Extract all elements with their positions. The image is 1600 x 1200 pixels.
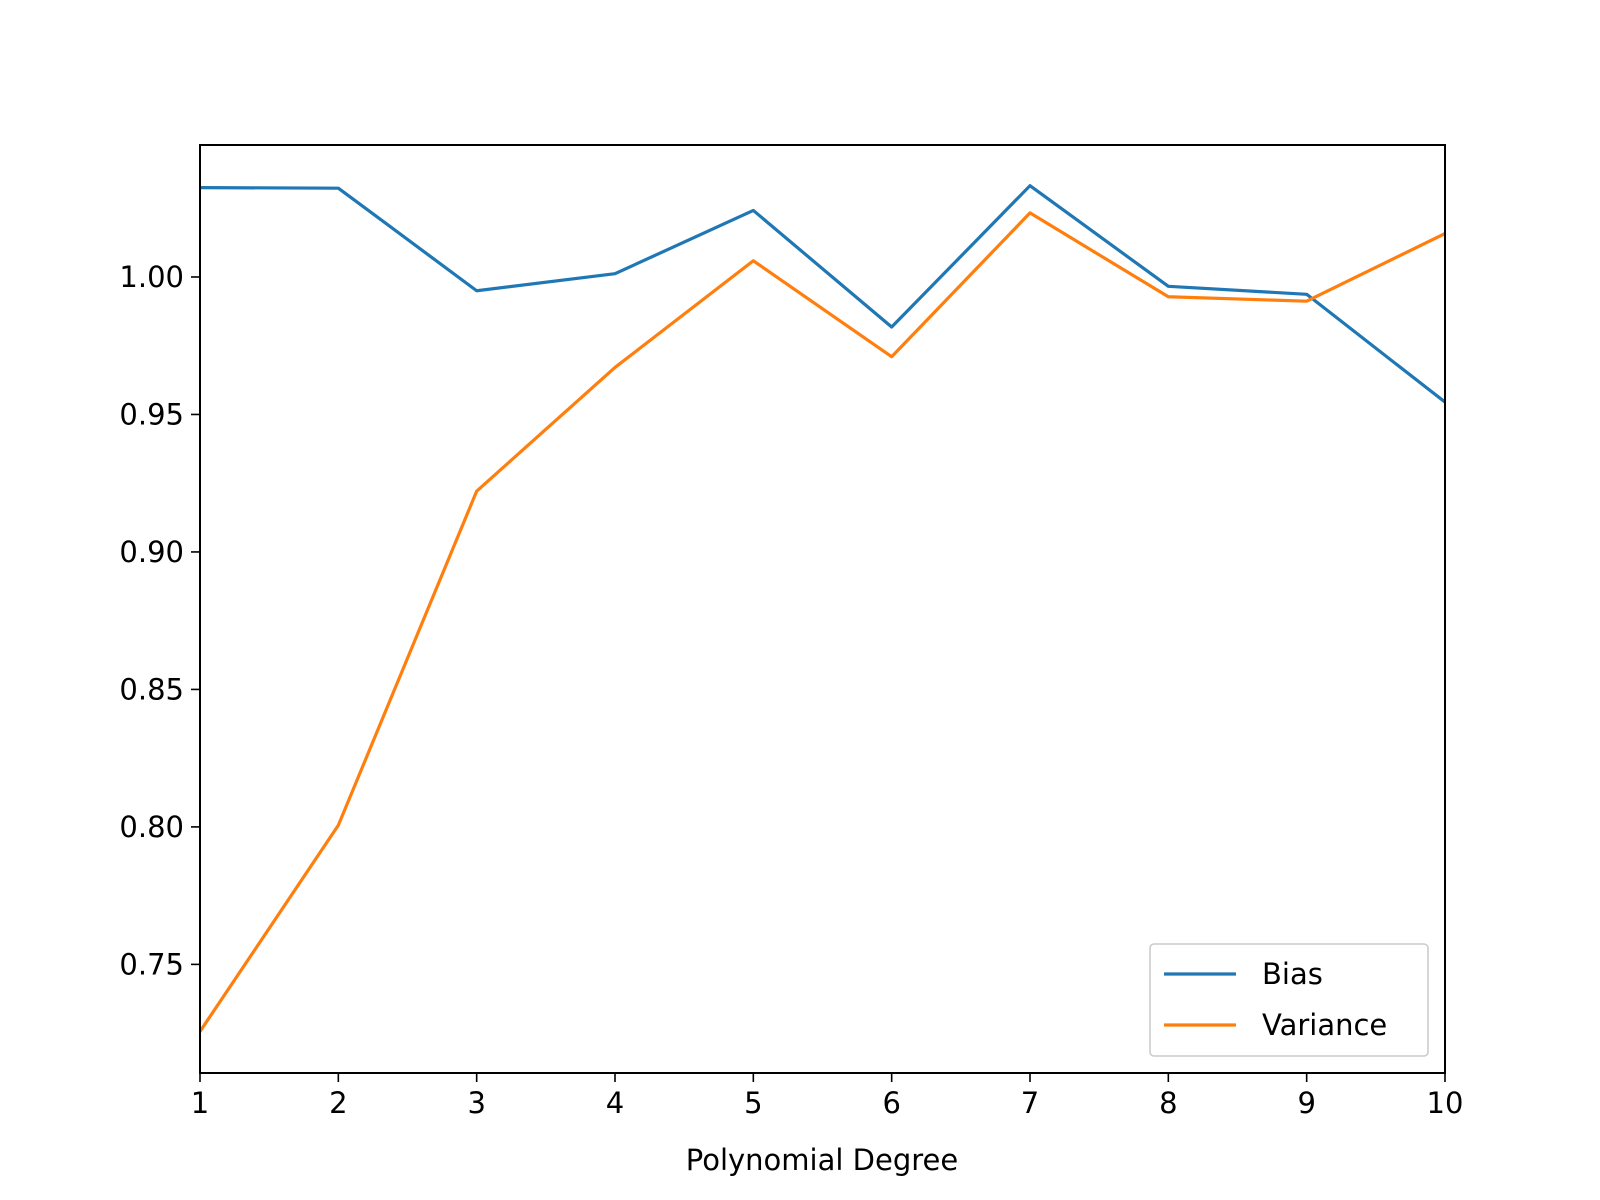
- legend-label-bias: Bias: [1262, 957, 1323, 991]
- plot-frame: [199, 144, 1446, 1074]
- y-tick-label: 0.90: [119, 535, 184, 569]
- x-tick-label: 3: [467, 1086, 485, 1120]
- legend-label-variance: Variance: [1262, 1008, 1387, 1042]
- legend: Bias Variance: [1149, 943, 1429, 1057]
- x-tick-label: 7: [1021, 1086, 1039, 1120]
- y-axis: 0.75 0.80 0.85 0.90 0.95 1.00: [119, 260, 200, 981]
- x-axis-label: Polynomial Degree: [686, 1143, 958, 1177]
- x-tick-label: 9: [1297, 1086, 1315, 1120]
- y-tick-label: 1.00: [119, 260, 184, 294]
- series-line-variance: [200, 211, 1445, 1034]
- x-tick-label: 10: [1427, 1086, 1464, 1120]
- x-tick-label: 1: [191, 1086, 209, 1120]
- x-tick-label: 5: [744, 1086, 762, 1120]
- y-tick-label: 0.80: [119, 810, 184, 844]
- y-tick-label: 0.85: [119, 672, 184, 706]
- x-axis: 1 2 3 4 5 6 7 8 9 10: [191, 1073, 1464, 1120]
- y-tick-label: 0.75: [119, 947, 184, 981]
- x-tick-label: 6: [882, 1086, 900, 1120]
- x-tick-label: 2: [329, 1086, 347, 1120]
- x-tick-label: 4: [606, 1086, 624, 1120]
- x-tick-label: 8: [1159, 1086, 1177, 1120]
- y-tick-label: 0.95: [119, 397, 184, 431]
- series-layer: [200, 184, 1445, 1034]
- series-line-bias: [200, 184, 1445, 405]
- legend-box: [1149, 943, 1429, 1057]
